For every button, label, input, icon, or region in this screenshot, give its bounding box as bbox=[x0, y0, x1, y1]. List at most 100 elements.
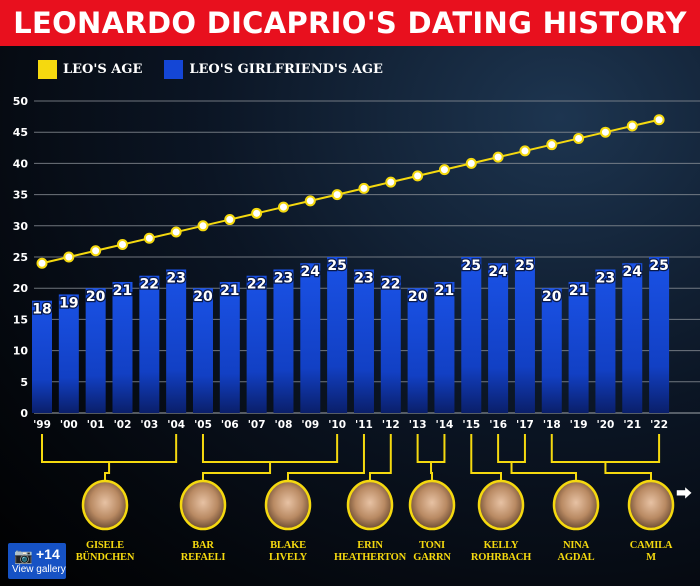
x-tick-label: '20 bbox=[597, 419, 615, 431]
bar-girlfriend-age bbox=[300, 263, 321, 413]
y-tick-label: 25 bbox=[13, 251, 28, 264]
bar-girlfriend-age bbox=[192, 288, 213, 413]
leo-age-point bbox=[412, 170, 424, 182]
x-tick-label: '02 bbox=[114, 419, 132, 431]
x-tick-label: '14 bbox=[436, 419, 454, 431]
leo-age-point bbox=[358, 182, 370, 194]
girlfriend-name-first: BAR bbox=[192, 540, 214, 551]
bar-data-label: 22 bbox=[140, 277, 159, 293]
leo-age-point bbox=[331, 189, 343, 201]
girlfriend-name-first: CAMILA bbox=[630, 540, 673, 551]
leo-age-line bbox=[41, 118, 660, 265]
leo-age-point bbox=[116, 239, 128, 251]
connector-line bbox=[201, 434, 339, 483]
y-tick-label: 15 bbox=[13, 313, 28, 326]
legend-swatch-blue bbox=[164, 60, 184, 79]
bar-data-label: 23 bbox=[274, 270, 293, 286]
leo-age-point bbox=[653, 114, 665, 126]
leo-age-point bbox=[251, 207, 263, 219]
bar-data-label: 19 bbox=[59, 295, 78, 311]
view-gallery-button[interactable]: 📷 +14 View gallery bbox=[8, 543, 66, 579]
x-tick-label: '07 bbox=[248, 419, 266, 431]
connector-line bbox=[416, 434, 446, 483]
bar-data-label: 21 bbox=[435, 283, 454, 299]
leo-age-point bbox=[304, 195, 316, 207]
leo-age-point bbox=[519, 145, 531, 157]
connector-line bbox=[497, 434, 577, 483]
leo-age-point bbox=[224, 214, 236, 226]
x-tick-label: '18 bbox=[543, 419, 561, 431]
legend-girlfriend-label: LEO'S GIRLFRIEND'S AGE bbox=[189, 62, 383, 77]
bar-data-label: 25 bbox=[327, 258, 346, 274]
leo-age-point bbox=[277, 201, 289, 213]
girlfriend-photo bbox=[627, 479, 675, 531]
girlfriend-name-last: HEATHERTON bbox=[334, 552, 407, 563]
leo-age-point bbox=[573, 132, 585, 144]
y-tick-label: 20 bbox=[13, 282, 29, 295]
x-tick-label: '19 bbox=[570, 419, 588, 431]
connector-line bbox=[470, 434, 502, 483]
bar-data-label: 24 bbox=[623, 264, 643, 280]
bar-girlfriend-age bbox=[112, 281, 133, 413]
y-tick-label: 0 bbox=[20, 407, 28, 420]
x-tick-label: '00 bbox=[60, 419, 78, 431]
legend-swatch-yellow bbox=[38, 60, 57, 79]
x-tick-label: '09 bbox=[301, 419, 319, 431]
x-tick-label: '12 bbox=[382, 419, 400, 431]
leo-age-point bbox=[626, 120, 638, 132]
girlfriend-name-last: GARRN bbox=[413, 552, 451, 563]
girlfriend-name-last: REFAELI bbox=[181, 552, 226, 563]
girlfriend-photo bbox=[179, 479, 227, 531]
girlfriend-name-first: ERIN bbox=[357, 540, 383, 551]
bar-data-label: 18 bbox=[32, 302, 51, 318]
x-tick-label: '01 bbox=[87, 419, 105, 431]
bar-girlfriend-age bbox=[273, 269, 294, 413]
bar-girlfriend-age bbox=[514, 257, 535, 413]
leo-age-point bbox=[465, 157, 477, 169]
y-tick-label: 30 bbox=[13, 220, 29, 233]
girlfriend-photo bbox=[264, 479, 312, 531]
bar-data-label: 20 bbox=[408, 289, 428, 305]
page-title: LEONARDO DICAPRIO'S DATING HISTORY bbox=[0, 0, 700, 46]
girlfriend-photo bbox=[81, 479, 129, 531]
legend-leo: LEO'S AGE bbox=[38, 60, 142, 79]
girlfriend-photo bbox=[477, 479, 525, 531]
leo-age-point bbox=[385, 176, 397, 188]
x-tick-label: '99 bbox=[33, 419, 51, 431]
x-tick-label: '22 bbox=[650, 419, 668, 431]
leo-age-point bbox=[63, 251, 75, 263]
x-tick-label: '08 bbox=[275, 419, 293, 431]
x-tick-label: '13 bbox=[409, 419, 427, 431]
bar-girlfriend-age bbox=[568, 281, 589, 413]
girlfriend-name-last: BÜNDCHEN bbox=[76, 550, 135, 563]
bar-girlfriend-age bbox=[166, 269, 187, 413]
x-tick-label: '05 bbox=[194, 419, 212, 431]
leo-age-point bbox=[599, 126, 611, 138]
share-icon[interactable]: ⮕ bbox=[676, 484, 693, 503]
bar-girlfriend-age bbox=[219, 281, 240, 413]
girlfriend-name-first: NINA bbox=[563, 540, 590, 551]
leo-age-point bbox=[170, 226, 182, 238]
bar-girlfriend-age bbox=[622, 263, 643, 413]
y-tick-label: 35 bbox=[13, 189, 28, 202]
leo-age-point bbox=[438, 164, 450, 176]
x-tick-label: '04 bbox=[167, 419, 185, 431]
leo-age-point bbox=[90, 245, 102, 257]
leo-age-point bbox=[546, 139, 558, 151]
leo-age-point bbox=[143, 232, 155, 244]
bar-girlfriend-age bbox=[380, 275, 401, 413]
y-tick-label: 10 bbox=[13, 345, 29, 358]
bar-data-label: 23 bbox=[166, 270, 185, 286]
bar-data-label: 22 bbox=[247, 277, 266, 293]
x-tick-label: '16 bbox=[489, 419, 507, 431]
y-tick-label: 50 bbox=[13, 95, 29, 108]
bar-girlfriend-age bbox=[327, 257, 348, 413]
bar-girlfriend-age bbox=[649, 257, 670, 413]
bar-data-label: 23 bbox=[596, 270, 615, 286]
bar-girlfriend-age bbox=[488, 263, 509, 413]
girlfriend-name-last: AGDAL bbox=[558, 552, 595, 563]
bar-girlfriend-age bbox=[32, 300, 52, 413]
girlfriend-name-last: ROHRBACH bbox=[471, 552, 531, 563]
bar-girlfriend-age bbox=[58, 294, 79, 413]
bar-data-label: 25 bbox=[649, 258, 668, 274]
